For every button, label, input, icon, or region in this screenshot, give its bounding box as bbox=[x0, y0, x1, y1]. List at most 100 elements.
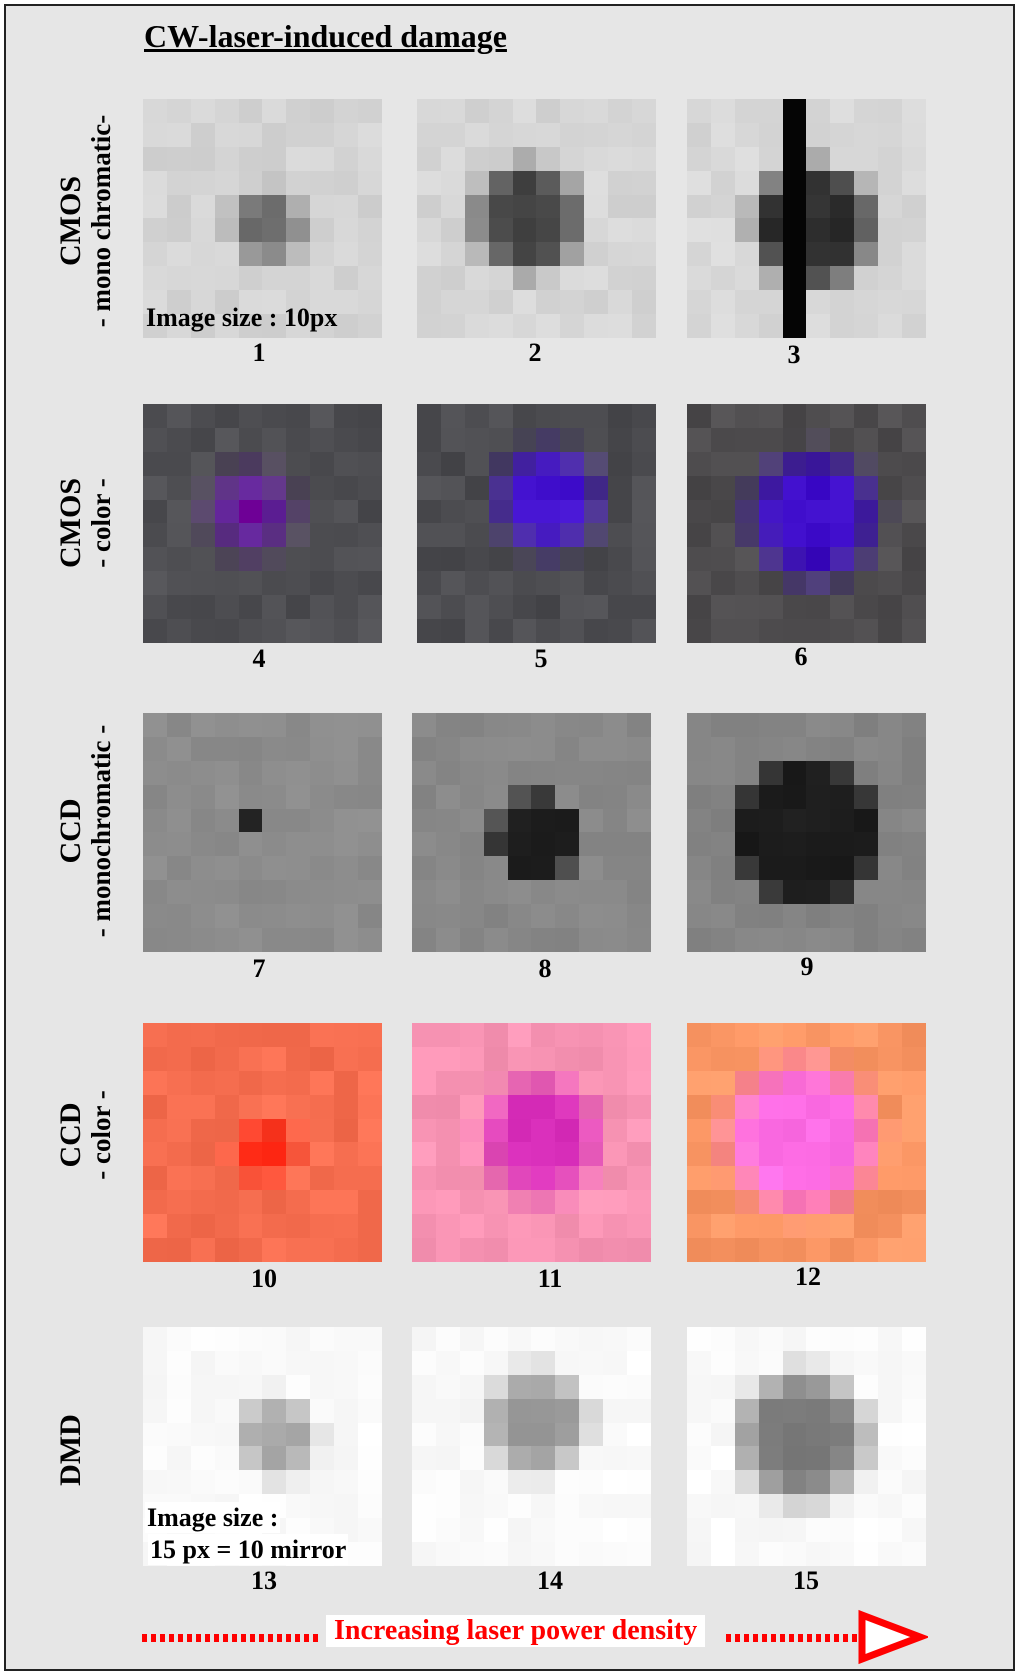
pixel bbox=[758, 1470, 783, 1495]
pixel bbox=[710, 290, 735, 315]
pixel bbox=[214, 1214, 239, 1239]
pixel bbox=[412, 1046, 436, 1071]
pixel bbox=[214, 713, 239, 737]
pixel bbox=[584, 242, 609, 267]
pixel bbox=[507, 808, 532, 833]
pixel bbox=[435, 808, 460, 833]
pixel bbox=[531, 904, 556, 929]
pixel bbox=[687, 736, 711, 761]
pixel bbox=[782, 290, 807, 315]
pixel bbox=[214, 880, 239, 905]
pixel bbox=[758, 856, 783, 881]
pixel bbox=[531, 1070, 556, 1095]
pixel bbox=[734, 1542, 759, 1566]
pixel bbox=[560, 266, 585, 291]
pixel bbox=[531, 1422, 556, 1447]
pixel bbox=[166, 1046, 191, 1071]
pixel bbox=[310, 266, 335, 291]
pixel bbox=[507, 1190, 532, 1215]
pixel bbox=[758, 170, 783, 195]
pixel bbox=[507, 1470, 532, 1495]
pixel bbox=[358, 880, 382, 905]
pixel bbox=[238, 1350, 263, 1375]
pixel bbox=[531, 1166, 556, 1191]
pixel bbox=[854, 99, 879, 123]
pixel bbox=[854, 1094, 879, 1119]
pixel bbox=[531, 1327, 556, 1351]
pixel bbox=[782, 122, 807, 147]
pixel bbox=[459, 1494, 484, 1519]
pixel bbox=[854, 427, 879, 452]
pixel bbox=[902, 547, 926, 572]
pixel bbox=[286, 1094, 311, 1119]
pixel bbox=[238, 499, 263, 524]
pixel bbox=[603, 1398, 628, 1423]
pixel bbox=[238, 808, 263, 833]
pixel bbox=[608, 242, 633, 267]
pixel bbox=[512, 290, 537, 315]
pixel bbox=[238, 1238, 263, 1262]
pixel bbox=[536, 427, 561, 452]
pixel bbox=[758, 1070, 783, 1095]
pixel bbox=[536, 170, 561, 195]
pixel bbox=[214, 1350, 239, 1375]
pixel bbox=[830, 1023, 855, 1047]
pixel bbox=[531, 880, 556, 905]
pixel bbox=[531, 1494, 556, 1519]
pixel bbox=[806, 904, 831, 929]
pixel bbox=[854, 760, 879, 785]
pixel bbox=[854, 266, 879, 291]
pixel bbox=[286, 928, 311, 952]
pixel bbox=[830, 1350, 855, 1375]
pixel bbox=[830, 1070, 855, 1095]
pixel bbox=[627, 928, 651, 952]
pixel bbox=[758, 808, 783, 833]
pixel bbox=[806, 856, 831, 881]
pixel bbox=[710, 146, 735, 171]
pixel bbox=[214, 619, 239, 643]
pixel bbox=[512, 451, 537, 476]
pixel bbox=[459, 1070, 484, 1095]
pixel bbox=[632, 290, 656, 315]
pixel bbox=[531, 1350, 556, 1375]
pixel bbox=[190, 1166, 215, 1191]
pixel bbox=[734, 1142, 759, 1167]
pixel bbox=[459, 1166, 484, 1191]
pixel bbox=[632, 595, 656, 620]
pixel bbox=[608, 404, 633, 428]
pixel bbox=[262, 856, 287, 881]
pixel bbox=[830, 1374, 855, 1399]
pixel bbox=[459, 1023, 484, 1047]
pixel bbox=[555, 1470, 580, 1495]
pixel bbox=[734, 1327, 759, 1351]
pixel bbox=[627, 1327, 651, 1351]
pixel bbox=[310, 808, 335, 833]
pixel bbox=[190, 619, 215, 643]
pixel bbox=[902, 1398, 926, 1423]
pixel bbox=[334, 242, 359, 267]
pixel bbox=[687, 1023, 711, 1047]
pixel bbox=[166, 475, 191, 500]
pixel bbox=[358, 1190, 382, 1215]
pixel bbox=[854, 475, 879, 500]
pixel bbox=[555, 1422, 580, 1447]
pixel bbox=[603, 1350, 628, 1375]
pixel bbox=[190, 242, 215, 267]
pixel bbox=[143, 499, 167, 524]
pixel bbox=[536, 547, 561, 572]
damage-image-8 bbox=[412, 713, 651, 952]
pixel bbox=[507, 1238, 532, 1262]
pixel bbox=[310, 146, 335, 171]
pixel bbox=[854, 1142, 879, 1167]
pixel bbox=[334, 1446, 359, 1471]
pixel bbox=[830, 1494, 855, 1519]
pixel bbox=[166, 1094, 191, 1119]
pixel bbox=[238, 784, 263, 809]
pixel bbox=[627, 1070, 651, 1095]
pixel bbox=[734, 218, 759, 243]
pixel bbox=[854, 1446, 879, 1471]
pixel bbox=[358, 713, 382, 737]
pixel bbox=[412, 1542, 436, 1566]
image-caption: 6 bbox=[794, 642, 808, 671]
pixel bbox=[238, 880, 263, 905]
